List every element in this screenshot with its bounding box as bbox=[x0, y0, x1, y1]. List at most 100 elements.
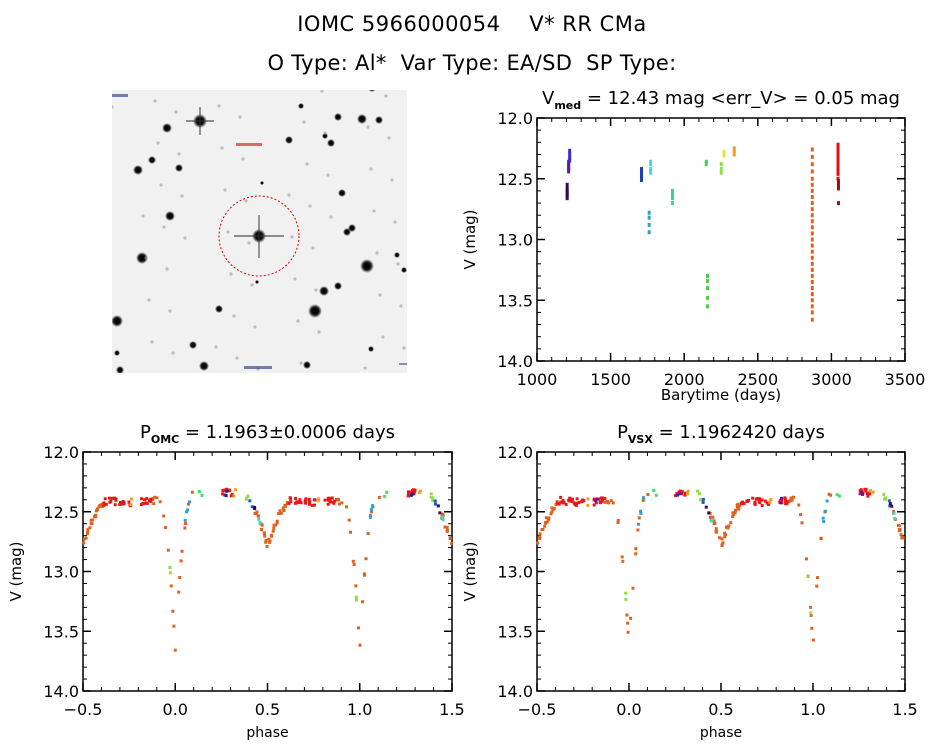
scale-label bbox=[244, 366, 272, 369]
data-point bbox=[827, 492, 831, 496]
data-point bbox=[637, 522, 641, 526]
data-point bbox=[810, 317, 814, 322]
field-star bbox=[368, 90, 376, 92]
data-point bbox=[810, 267, 814, 272]
data-point bbox=[264, 540, 268, 544]
faint-star bbox=[329, 215, 333, 219]
data-point bbox=[719, 170, 723, 175]
data-point bbox=[90, 522, 94, 526]
data-point bbox=[565, 196, 569, 201]
data-point bbox=[815, 576, 819, 580]
faint-star bbox=[287, 193, 291, 197]
data-point bbox=[434, 502, 438, 506]
y-tick-label: 13.5 bbox=[497, 291, 533, 310]
faint-star bbox=[317, 330, 321, 334]
data-point bbox=[112, 496, 116, 500]
field-star bbox=[303, 361, 311, 369]
data-point bbox=[83, 537, 87, 541]
x-tick-label: −0.5 bbox=[64, 700, 103, 719]
data-point bbox=[364, 557, 368, 561]
data-point bbox=[303, 499, 307, 503]
field-star bbox=[401, 267, 407, 273]
data-point bbox=[225, 489, 229, 493]
data-point bbox=[417, 491, 421, 495]
data-point bbox=[810, 237, 814, 242]
data-point bbox=[836, 168, 840, 173]
data-point bbox=[114, 498, 118, 502]
data-point bbox=[616, 520, 620, 524]
data-point bbox=[172, 624, 176, 628]
data-point bbox=[810, 154, 814, 159]
data-point bbox=[836, 179, 840, 184]
data-point bbox=[670, 201, 674, 206]
data-point bbox=[549, 512, 553, 516]
faint-star bbox=[369, 167, 373, 171]
data-point bbox=[837, 494, 841, 498]
faint-star bbox=[223, 188, 227, 192]
data-point bbox=[429, 495, 433, 499]
target-label bbox=[236, 143, 262, 146]
data-point bbox=[705, 286, 709, 291]
data-point bbox=[244, 497, 248, 501]
data-point bbox=[307, 497, 311, 501]
data-point bbox=[450, 541, 454, 545]
data-point bbox=[129, 497, 133, 501]
data-point bbox=[732, 146, 736, 151]
faint-star bbox=[372, 209, 376, 213]
data-point bbox=[248, 499, 252, 503]
data-point bbox=[570, 499, 574, 503]
data-point bbox=[810, 304, 814, 309]
data-point bbox=[565, 193, 569, 198]
data-point bbox=[413, 490, 417, 494]
data-point bbox=[800, 521, 804, 525]
x-tick-label: 0.0 bbox=[163, 700, 188, 719]
data-point bbox=[568, 152, 572, 157]
y-tick-label: 12.0 bbox=[497, 109, 533, 128]
data-point bbox=[178, 575, 182, 579]
data-point bbox=[786, 500, 790, 504]
data-point bbox=[646, 493, 650, 497]
data-point bbox=[574, 503, 578, 507]
data-point bbox=[97, 505, 101, 509]
field-star bbox=[368, 346, 374, 352]
field-star bbox=[375, 116, 383, 124]
data-point bbox=[670, 192, 674, 197]
data-point bbox=[836, 182, 840, 187]
data-point bbox=[616, 518, 620, 522]
x-tick-label: 0.0 bbox=[616, 700, 641, 719]
data-point bbox=[810, 286, 814, 291]
data-point bbox=[555, 501, 559, 505]
data-point bbox=[758, 501, 762, 505]
data-point bbox=[758, 497, 762, 501]
data-point bbox=[263, 532, 267, 536]
y-tick-label: 12.0 bbox=[43, 443, 79, 462]
data-point bbox=[704, 159, 708, 164]
data-point bbox=[607, 501, 611, 505]
data-point bbox=[168, 565, 172, 569]
data-point bbox=[792, 495, 796, 499]
data-point bbox=[626, 621, 630, 625]
data-point bbox=[188, 500, 192, 504]
data-point bbox=[225, 487, 229, 491]
data-point bbox=[171, 609, 175, 613]
faint-star bbox=[153, 99, 157, 103]
data-point bbox=[349, 530, 353, 534]
faint-star bbox=[144, 256, 148, 260]
data-point bbox=[369, 510, 373, 514]
data-point bbox=[200, 493, 204, 497]
field-star bbox=[357, 114, 367, 124]
data-point bbox=[836, 186, 840, 191]
field-star bbox=[360, 259, 374, 273]
data-point bbox=[185, 510, 189, 514]
data-point bbox=[705, 295, 709, 300]
data-point bbox=[810, 176, 814, 181]
faint-star bbox=[156, 141, 160, 145]
data-point bbox=[336, 498, 340, 502]
data-point bbox=[158, 500, 162, 504]
y-tick-label: 12.5 bbox=[497, 503, 533, 522]
data-point bbox=[866, 494, 870, 498]
data-point bbox=[733, 508, 737, 512]
data-point bbox=[129, 503, 133, 507]
